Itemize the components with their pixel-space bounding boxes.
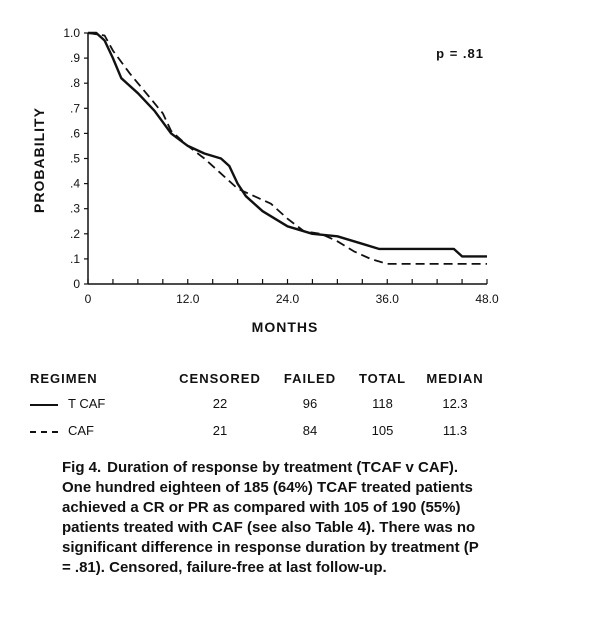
- table-row: CAF 21 84 105 11.3: [30, 417, 495, 444]
- x-tick-label: 0: [85, 292, 92, 306]
- chart: 0 .1 .2 .3 .4 .5 .6 .7 .8 .9 1.0 0 12.0 24.0 36.0 48.0…: [31, 26, 499, 335]
- y-tick-label: .8: [70, 76, 80, 90]
- table-row: T CAF 22 96 118 12.3: [30, 390, 495, 417]
- median-cell: 11.3: [442, 423, 468, 438]
- header-failed: FAILED: [283, 370, 337, 386]
- y-tick-label: 1.0: [63, 26, 80, 40]
- header-censored: CENSORED: [179, 370, 261, 386]
- y-axis-title: PROBABILITY: [31, 107, 47, 213]
- stats-header-row: REGIMEN CENSORED FAILED TOTAL MEDIAN: [30, 366, 495, 390]
- figure-label: Fig 4.: [62, 459, 102, 476]
- y-tick-label: .4: [70, 177, 80, 191]
- y-tick-label: .7: [70, 101, 80, 115]
- series-line-caf: [87, 32, 487, 265]
- x-tick-label: 12.0: [176, 292, 200, 306]
- header-total: TOTAL: [358, 370, 407, 386]
- regimen-cell: T CAF: [30, 390, 170, 417]
- total-cell: 118: [372, 396, 393, 411]
- x-tick-label: 24.0: [276, 292, 300, 306]
- series-lines: [87, 31, 487, 265]
- figure-caption: Fig 4. Duration of response by treatment …: [62, 458, 482, 578]
- y-ticks: 0 .1 .2 .3 .4 .5 .6 .7 .8 .9 1.0: [63, 26, 88, 291]
- y-tick-label: .3: [70, 202, 80, 216]
- stats-table: REGIMEN CENSORED FAILED TOTAL MEDIAN T C…: [30, 366, 495, 444]
- regimen-cell: CAF: [30, 417, 170, 444]
- censored-cell: 21: [212, 423, 228, 438]
- y-tick-label: .6: [70, 126, 80, 140]
- y-tick-label: 0: [73, 277, 80, 291]
- median-cell: 12.3: [442, 396, 468, 411]
- x-tick-label: 48.0: [475, 292, 499, 306]
- failed-cell: 96: [302, 396, 318, 411]
- regimen-label: T CAF: [68, 396, 106, 411]
- censored-cell: 22: [212, 396, 228, 411]
- failed-cell: 84: [302, 423, 318, 438]
- y-tick-label: .1: [70, 252, 80, 266]
- x-tick-label: 36.0: [376, 292, 400, 306]
- caption-text: Duration of response by treatment (TCAF …: [62, 459, 479, 576]
- solid-line-legend: [30, 403, 58, 406]
- x-axis-title: MONTHS: [252, 319, 319, 335]
- x-ticks: 0 12.0 24.0 36.0 48.0: [85, 279, 499, 306]
- dashed-line-legend: [30, 430, 58, 433]
- series-line-t-caf: [88, 31, 487, 258]
- regimen-label: CAF: [68, 423, 94, 438]
- y-tick-label: .5: [70, 152, 80, 166]
- total-cell: 105: [371, 423, 394, 438]
- y-tick-label: .9: [70, 51, 80, 65]
- y-tick-label: .2: [70, 227, 80, 241]
- header-median: MEDIAN: [426, 370, 484, 386]
- p-value-annotation: p = .81: [436, 46, 484, 61]
- header-regimen: REGIMEN: [30, 370, 98, 386]
